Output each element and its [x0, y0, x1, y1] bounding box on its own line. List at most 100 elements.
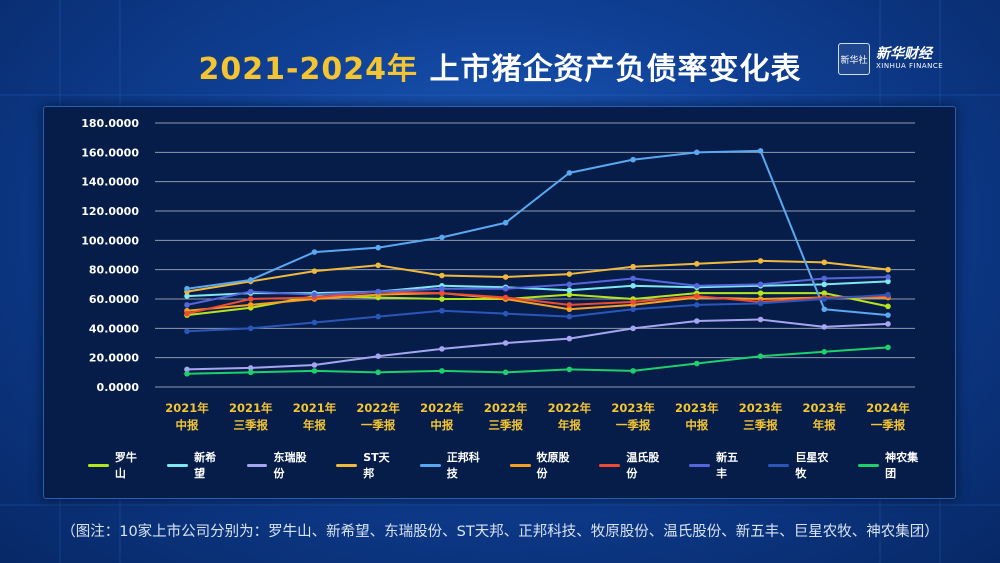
data-point — [184, 366, 190, 373]
series-line — [186, 346, 889, 375]
data-point — [184, 310, 190, 317]
x-tick-label: 2022年 — [548, 401, 592, 415]
data-point — [630, 299, 636, 305]
y-tick-label: 100.0000 — [81, 234, 139, 247]
y-tick-label: 120.0000 — [81, 205, 139, 218]
data-point — [502, 294, 509, 301]
legend-item: 巨星农牧 — [768, 451, 837, 480]
data-point — [247, 288, 254, 295]
legend-swatch — [509, 463, 531, 467]
x-tick-label: 2023年 — [739, 401, 783, 415]
data-point — [502, 310, 509, 317]
series-line — [186, 259, 889, 293]
chart-panel — [43, 106, 956, 499]
legend-swatch — [167, 463, 189, 467]
data-point — [630, 275, 636, 282]
x-tick-label: 三季报 — [743, 418, 778, 432]
logo-text: 新华财经 XINHUA FINANCE — [876, 47, 943, 70]
data-point — [247, 296, 254, 302]
x-tick-label: 2024年 — [866, 401, 910, 415]
data-point — [821, 281, 828, 288]
legend-label: 温氏股份 — [626, 451, 660, 480]
data-point — [247, 325, 254, 332]
legend-item: 神农集团 — [858, 451, 927, 480]
xinhua-finance-logo: 新华社 新华财经 XINHUA FINANCE — [838, 42, 958, 76]
y-tick-label: 140.0000 — [81, 176, 139, 189]
data-point — [885, 303, 891, 310]
x-tick-label: 中报 — [685, 418, 708, 432]
data-point — [439, 296, 445, 302]
data-point — [375, 244, 381, 251]
legend-item: 牧原股份 — [509, 451, 579, 480]
legend-item: 新希望 — [167, 451, 225, 480]
data-point — [311, 319, 318, 326]
data-point — [821, 324, 828, 330]
data-point — [821, 259, 828, 266]
data-point — [184, 285, 190, 292]
data-point — [694, 149, 700, 156]
data-point — [566, 291, 573, 298]
chart-legend: 罗牛山 新希望 东瑞股份 ST天邦 正邦科技 牧原股份 温氏股份 新五丰 巨星农牧 神农集团 — [88, 451, 948, 480]
data-point — [694, 302, 700, 308]
legend-label: 东瑞股份 — [273, 451, 307, 480]
data-point — [502, 285, 509, 292]
data-point — [375, 288, 381, 295]
data-point — [439, 285, 445, 292]
x-tick-label: 年报 — [813, 418, 836, 432]
legend-label: ST天邦 — [363, 451, 390, 480]
data-point — [694, 283, 700, 289]
data-point — [311, 249, 318, 255]
legend-item: 罗牛山 — [88, 451, 146, 480]
data-point — [630, 368, 636, 374]
data-point — [885, 344, 891, 351]
series-line — [186, 318, 889, 371]
data-point — [885, 321, 891, 327]
data-point — [885, 274, 891, 280]
data-point — [821, 290, 828, 296]
x-tick-label: 中报 — [176, 418, 199, 432]
legend-label: 巨星农牧 — [795, 451, 829, 480]
legend-item: ST天邦 — [336, 451, 399, 480]
data-point — [694, 360, 700, 367]
series-line — [186, 276, 889, 306]
data-point — [311, 268, 318, 274]
legend-label: 正邦科技 — [446, 451, 480, 480]
y-tick-label: 180.0000 — [81, 117, 139, 130]
data-point — [757, 300, 764, 307]
x-tick-label: 三季报 — [233, 418, 268, 432]
data-point — [630, 306, 636, 313]
x-tick-label: 2023年 — [675, 401, 719, 415]
data-point — [630, 283, 636, 289]
legend-swatch — [689, 463, 711, 467]
data-point — [757, 281, 764, 288]
legend-item: 正邦科技 — [419, 451, 489, 480]
data-point — [757, 353, 764, 360]
data-point — [821, 275, 828, 282]
y-tick-label: 80.0000 — [89, 264, 139, 277]
legend-item: 温氏股份 — [599, 451, 668, 480]
data-point — [821, 349, 828, 355]
data-point — [566, 287, 573, 294]
legend-swatch — [246, 463, 268, 467]
data-point — [757, 290, 764, 296]
data-point — [375, 353, 381, 360]
x-tick-label: 年报 — [303, 418, 326, 432]
data-point — [439, 234, 445, 241]
data-point — [630, 263, 636, 270]
data-point — [247, 369, 254, 376]
data-point — [184, 302, 190, 308]
data-point — [311, 368, 318, 374]
data-point — [566, 366, 573, 373]
x-tick-label: 2021年 — [165, 401, 209, 415]
page-title: 2021-2024年 上市猪企资产负债率变化表 — [0, 44, 1000, 88]
logo-en: XINHUA FINANCE — [876, 61, 944, 70]
x-tick-label: 2021年 — [293, 401, 337, 415]
legend-swatch — [336, 463, 358, 467]
data-point — [630, 156, 636, 163]
data-point — [247, 277, 254, 283]
title-text: 上市猪企资产负债率变化表 — [418, 52, 802, 87]
y-tick-label: 160.0000 — [81, 146, 139, 159]
x-tick-label: 一季报 — [871, 418, 906, 432]
data-point — [502, 274, 509, 280]
